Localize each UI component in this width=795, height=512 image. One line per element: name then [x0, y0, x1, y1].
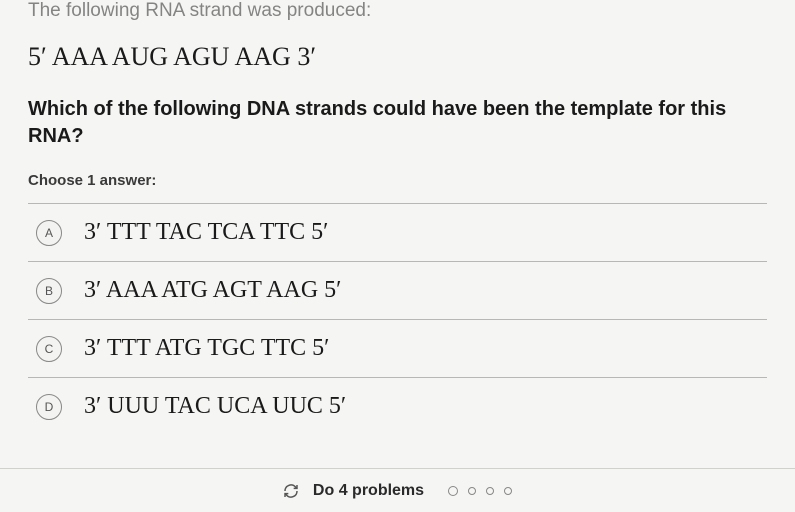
refresh-icon[interactable] [283, 483, 299, 499]
radio-letter-a: A [36, 220, 62, 246]
choose-instruction: Choose 1 answer: [28, 172, 767, 189]
progress-dot [504, 487, 512, 495]
progress-dots [448, 486, 512, 496]
answer-option-b[interactable]: B 3′ AAA ATG AGT AAG 5′ [28, 262, 767, 320]
rna-sequence: 5′ AAA AUG AGU AAG 3′ [28, 42, 767, 72]
footer-label[interactable]: Do 4 problems [313, 482, 424, 500]
footer-bar: Do 4 problems [0, 468, 795, 512]
answers-list: A 3′ TTT TAC TCA TTC 5′ B 3′ AAA ATG AGT… [28, 203, 767, 424]
answer-text-a: 3′ TTT TAC TCA TTC 5′ [84, 219, 328, 246]
answer-option-d[interactable]: D 3′ UUU TAC UCA UUC 5′ [28, 378, 767, 424]
answer-option-a[interactable]: A 3′ TTT TAC TCA TTC 5′ [28, 204, 767, 262]
radio-letter-b: B [36, 278, 62, 304]
progress-dot [448, 486, 458, 496]
answer-option-c[interactable]: C 3′ TTT ATG TGC TTC 5′ [28, 320, 767, 378]
answer-text-d: 3′ UUU TAC UCA UUC 5′ [84, 393, 346, 420]
radio-letter-c: C [36, 336, 62, 362]
progress-dot [468, 487, 476, 495]
progress-dot [486, 487, 494, 495]
answer-text-c: 3′ TTT ATG TGC TTC 5′ [84, 335, 329, 362]
intro-text: The following RNA strand was produced: [28, 0, 767, 22]
question-text: Which of the following DNA strands could… [28, 96, 767, 150]
radio-letter-d: D [36, 394, 62, 420]
answer-text-b: 3′ AAA ATG AGT AAG 5′ [84, 277, 341, 304]
